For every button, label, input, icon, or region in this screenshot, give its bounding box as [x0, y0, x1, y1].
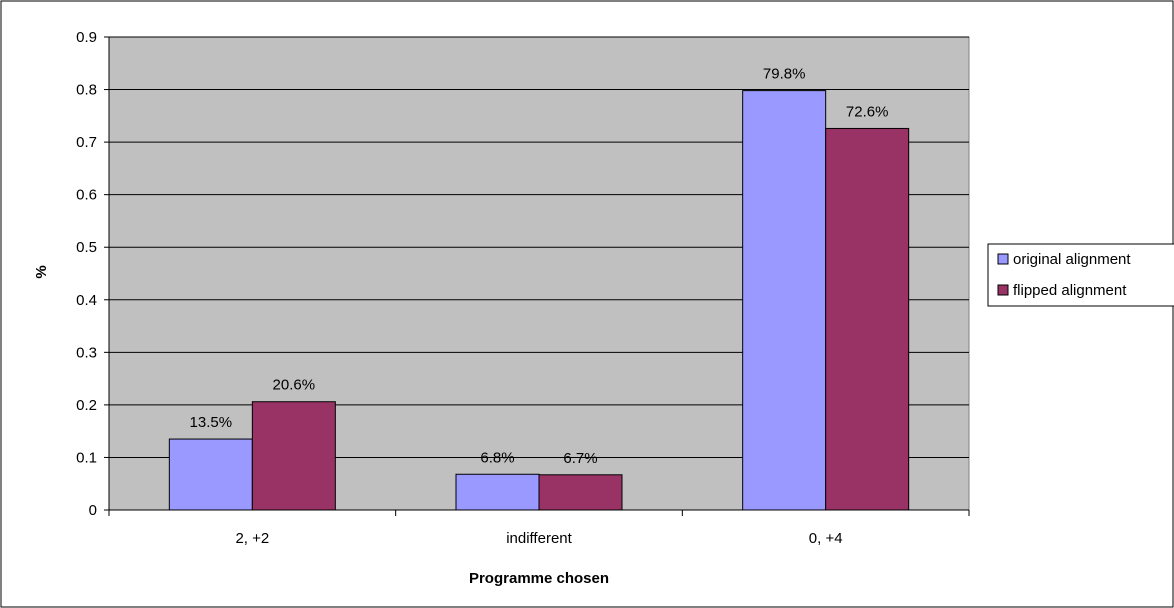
data-label: 6.7% — [563, 450, 597, 467]
bar — [742, 90, 827, 511]
y-tick-label: 0.5 — [76, 239, 97, 256]
data-label: 20.6% — [273, 377, 316, 394]
bar — [251, 401, 336, 511]
y-axis-title: % — [33, 265, 50, 278]
y-tick-label: 0.3 — [76, 344, 97, 361]
x-tick-labels: 2, +2 indifferent 0, +4 — [235, 530, 842, 547]
bar — [455, 473, 540, 511]
x-tick-label: 2, +2 — [235, 530, 269, 547]
bar — [538, 474, 623, 511]
y-tick-label: 0.1 — [76, 449, 97, 466]
legend: original alignment flipped alignment — [987, 243, 1174, 307]
bar — [825, 127, 910, 511]
x-tick-label: 0, +4 — [809, 530, 843, 547]
y-tick-label: 0.7 — [76, 134, 97, 151]
y-tick-label: 0.2 — [76, 397, 97, 414]
y-tick-label: 0.4 — [76, 292, 97, 309]
y-tick-label: 0 — [89, 502, 97, 519]
bars — [168, 90, 910, 511]
data-label: 6.8% — [480, 449, 514, 466]
legend-swatch-original — [997, 253, 1009, 265]
legend-box — [987, 243, 1174, 307]
axes — [104, 36, 970, 516]
data-labels: 13.5% 20.6% 6.8% 6.7% 79.8% 72.6% — [190, 66, 889, 467]
y-tick-labels: 0 0.1 0.2 0.3 0.4 0.5 0.6 0.7 0.8 0.9 — [76, 29, 97, 519]
data-label: 13.5% — [190, 414, 233, 431]
x-tick-label: indifferent — [506, 530, 572, 547]
legend-label-original: original alignment — [1013, 251, 1131, 268]
x-axis-title: Programme chosen — [469, 570, 609, 587]
data-label: 72.6% — [846, 103, 889, 120]
legend-label-flipped: flipped alignment — [1013, 282, 1127, 299]
legend-swatch-flipped — [997, 284, 1009, 296]
y-tick-label: 0.8 — [76, 82, 97, 99]
y-tick-label: 0.9 — [76, 29, 97, 46]
data-label: 79.8% — [763, 66, 806, 83]
bar — [168, 438, 253, 511]
y-tick-label: 0.6 — [76, 187, 97, 204]
